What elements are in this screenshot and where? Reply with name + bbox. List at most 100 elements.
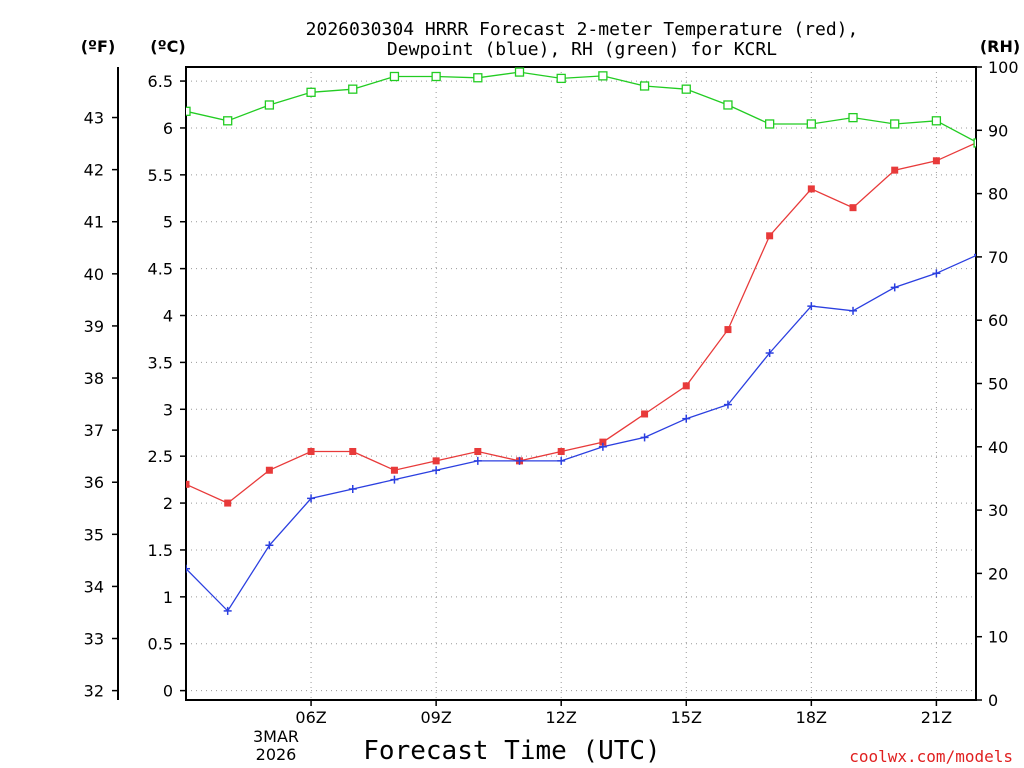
temperature-line — [186, 142, 976, 504]
fahrenheit-tick-label: 40 — [84, 265, 104, 284]
tick-labels: 0 0.5 1 1.5 2 2.5 3 3.5 4 4.5 5 5.5 6 6.5 32 33 34 35 36 37… — [84, 58, 1019, 727]
temperature-point — [557, 447, 565, 455]
rh-point — [723, 100, 733, 110]
x-tick-label: 09Z — [420, 708, 451, 727]
rh-point — [306, 87, 316, 97]
rh-tick-label: 70 — [988, 248, 1008, 267]
plot-frame — [185, 66, 977, 701]
chart-title-line1: 2026030304 HRRR Forecast 2-meter Tempera… — [306, 19, 859, 40]
fahrenheit-tick-label: 33 — [84, 630, 104, 649]
rh-point — [431, 71, 441, 82]
dewpoint-point — [765, 349, 774, 358]
rh-tick-label: 100 — [988, 58, 1019, 77]
temperature-point — [724, 326, 732, 334]
fahrenheit-tick-label: 35 — [84, 525, 104, 544]
unit-label-fahrenheit: (ºF) — [81, 37, 116, 56]
celsius-tick-label: 5 — [163, 213, 173, 232]
temperature-point — [474, 447, 482, 455]
unit-label-celsius: (ºC) — [150, 37, 185, 56]
dewpoint-point — [640, 433, 649, 442]
x-tick-label: 15Z — [671, 708, 702, 727]
celsius-tick-label: 2 — [163, 494, 173, 513]
rh-point — [639, 81, 650, 91]
rh-tick-label: 50 — [988, 375, 1008, 394]
celsius-tick-label: 1.5 — [148, 541, 173, 560]
grid-lines — [186, 67, 976, 700]
date-label-day: 3MAR — [253, 727, 299, 746]
temperature-point — [349, 447, 357, 455]
fahrenheit-tick-label: 34 — [84, 577, 104, 596]
dewpoint-point — [473, 456, 482, 465]
dewpoint-point — [932, 269, 941, 278]
temperature-point — [432, 457, 440, 465]
dewpoint-point — [682, 414, 691, 423]
dewpoint-point — [890, 283, 899, 292]
data-series — [186, 71, 976, 612]
rh-point — [764, 119, 775, 129]
rh-tick-label: 30 — [988, 501, 1008, 520]
dewpoint-point — [807, 302, 816, 311]
dewpoint-point — [515, 456, 524, 465]
celsius-tick-label: 6.5 — [148, 72, 173, 91]
axes — [112, 66, 982, 706]
dewpoint-point — [223, 606, 232, 615]
rh-point — [598, 71, 608, 81]
temperature-point — [891, 166, 899, 174]
x-tick-label: 06Z — [295, 708, 326, 727]
dewpoint-point — [598, 442, 607, 451]
temperature-point — [307, 447, 315, 455]
temperature-point — [186, 480, 190, 488]
dewpoint-point — [307, 494, 316, 503]
temperature-point — [641, 410, 649, 418]
fahrenheit-tick-label: 39 — [84, 317, 104, 336]
fahrenheit-tick-label: 32 — [84, 682, 104, 701]
rh-point — [806, 119, 816, 129]
x-tick-label: 18Z — [796, 708, 827, 727]
temperature-point — [807, 185, 815, 193]
dewpoint-point — [186, 564, 190, 573]
celsius-tick-label: 1 — [163, 588, 173, 607]
rh-point — [848, 112, 858, 123]
temperature-point — [265, 466, 273, 474]
rh-tick-label: 60 — [988, 311, 1008, 330]
celsius-tick-label: 3.5 — [148, 353, 173, 372]
rh-tick-label: 40 — [988, 438, 1008, 457]
dewpoint-point — [849, 306, 858, 315]
dewpoint-point — [265, 541, 274, 550]
dewpoint-point — [348, 485, 357, 493]
fahrenheit-tick-label: 38 — [84, 369, 104, 388]
fahrenheit-tick-label: 42 — [84, 161, 104, 180]
temperature-point — [224, 499, 232, 507]
rh-point — [681, 84, 691, 94]
data-markers — [186, 67, 976, 615]
rh-point — [556, 73, 566, 84]
celsius-tick-label: 0.5 — [148, 635, 173, 654]
celsius-tick-label: 4 — [163, 307, 173, 326]
fahrenheit-tick-label: 43 — [84, 109, 104, 128]
rh-point — [348, 84, 358, 94]
x-tick-label: 21Z — [921, 708, 952, 727]
rh-line — [186, 71, 976, 143]
rh-point — [186, 106, 191, 116]
temperature-point — [766, 232, 774, 240]
celsius-tick-label: 4.5 — [148, 260, 173, 279]
dewpoint-point — [432, 466, 441, 475]
rh-point — [389, 71, 400, 82]
celsius-tick-label: 3 — [163, 400, 173, 419]
dewpoint-point — [557, 456, 566, 465]
rh-point — [890, 119, 900, 129]
rh-tick-label: 80 — [988, 185, 1008, 204]
temperature-point — [682, 382, 690, 390]
rh-point — [931, 116, 942, 126]
credit-link[interactable]: coolwx.com/models — [849, 747, 1013, 766]
unit-label-rh: (RH) — [980, 37, 1020, 56]
rh-point — [973, 138, 976, 148]
date-label-year: 2026 — [256, 745, 297, 764]
rh-point — [473, 73, 483, 83]
celsius-tick-label: 5.5 — [148, 166, 173, 185]
temperature-point — [849, 204, 857, 212]
fahrenheit-tick-label: 36 — [84, 473, 104, 492]
temperature-point — [599, 438, 607, 446]
temperature-point — [932, 157, 940, 165]
